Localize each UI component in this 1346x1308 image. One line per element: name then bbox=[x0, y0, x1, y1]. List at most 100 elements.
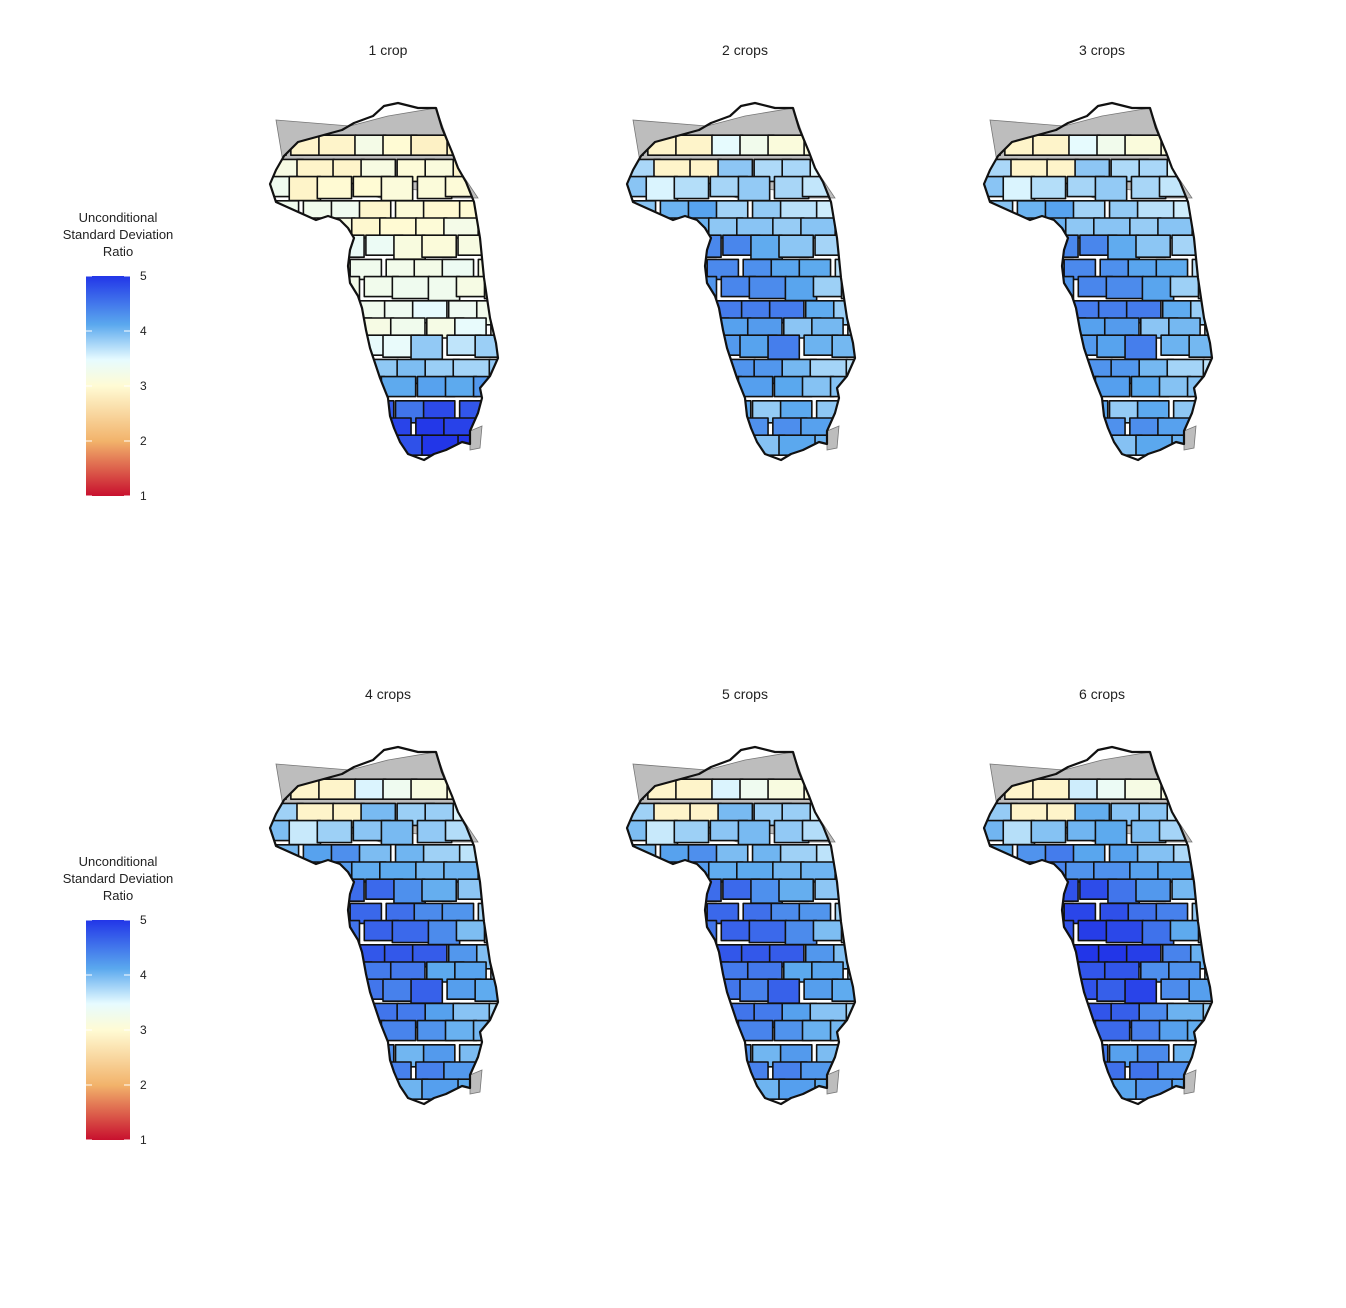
county bbox=[653, 358, 687, 385]
county bbox=[654, 317, 691, 339]
county bbox=[270, 978, 290, 1000]
county bbox=[299, 919, 339, 944]
county bbox=[645, 375, 682, 398]
county bbox=[687, 1043, 721, 1070]
county bbox=[288, 175, 322, 202]
county bbox=[689, 1002, 726, 1027]
county bbox=[628, 275, 665, 298]
county bbox=[984, 961, 1017, 983]
county bbox=[836, 417, 855, 443]
county bbox=[984, 417, 1012, 439]
county bbox=[270, 358, 307, 381]
county bbox=[270, 861, 295, 883]
county bbox=[1094, 175, 1128, 202]
map-panel: 5 crops bbox=[625, 686, 857, 1106]
county bbox=[365, 434, 398, 457]
county bbox=[801, 1019, 835, 1042]
county bbox=[332, 358, 369, 383]
county bbox=[657, 878, 691, 904]
county bbox=[843, 1043, 855, 1068]
county bbox=[1107, 878, 1140, 904]
county bbox=[1135, 234, 1172, 258]
county bbox=[1188, 978, 1212, 1002]
legend-tick-label: 2 bbox=[140, 1078, 147, 1092]
county bbox=[1188, 134, 1212, 157]
county bbox=[984, 317, 1017, 339]
county bbox=[627, 944, 652, 966]
county bbox=[427, 275, 461, 302]
county bbox=[393, 878, 426, 904]
county bbox=[675, 778, 714, 801]
county bbox=[984, 1043, 1017, 1066]
county bbox=[627, 1019, 651, 1042]
county bbox=[984, 375, 1008, 398]
county bbox=[1188, 778, 1212, 801]
county bbox=[1046, 1002, 1083, 1027]
county bbox=[302, 1043, 342, 1068]
county bbox=[1041, 919, 1075, 946]
county bbox=[318, 334, 351, 360]
county bbox=[1188, 334, 1212, 358]
county bbox=[270, 375, 294, 398]
panel-title: 6 crops bbox=[1079, 686, 1125, 702]
legend-tick-label: 3 bbox=[140, 1023, 147, 1037]
county bbox=[354, 778, 387, 801]
county bbox=[1171, 878, 1211, 900]
county bbox=[270, 434, 298, 457]
county bbox=[784, 919, 818, 946]
county bbox=[457, 234, 497, 256]
county bbox=[1193, 217, 1212, 241]
county bbox=[1202, 358, 1212, 385]
county bbox=[286, 1061, 320, 1087]
county bbox=[985, 275, 1022, 298]
county bbox=[291, 944, 325, 970]
county bbox=[829, 1019, 855, 1042]
illinois-map bbox=[625, 101, 857, 462]
county bbox=[836, 1061, 855, 1087]
county bbox=[1016, 1043, 1056, 1068]
county bbox=[421, 878, 458, 902]
county bbox=[1043, 878, 1079, 902]
county bbox=[1064, 1061, 1104, 1083]
county bbox=[984, 258, 1005, 281]
county bbox=[270, 878, 304, 900]
county bbox=[784, 275, 818, 302]
county bbox=[657, 1078, 694, 1101]
county bbox=[1200, 399, 1212, 424]
legend-title-line-3: Ratio bbox=[103, 888, 133, 903]
county bbox=[984, 1019, 1008, 1042]
county bbox=[999, 902, 1036, 925]
county bbox=[842, 234, 855, 260]
county bbox=[488, 1002, 498, 1029]
county bbox=[444, 1019, 478, 1042]
county bbox=[1204, 317, 1212, 339]
county bbox=[643, 1061, 677, 1087]
county bbox=[270, 1078, 298, 1101]
county bbox=[270, 258, 291, 281]
county bbox=[410, 134, 450, 157]
county bbox=[1010, 358, 1044, 385]
county bbox=[659, 399, 699, 424]
county bbox=[483, 919, 498, 944]
state-outline bbox=[982, 745, 1214, 1106]
county bbox=[1036, 417, 1073, 441]
county bbox=[1032, 134, 1071, 157]
county bbox=[1068, 778, 1101, 801]
county bbox=[627, 317, 660, 339]
county bbox=[1011, 961, 1048, 983]
county bbox=[1135, 878, 1172, 902]
county bbox=[767, 334, 801, 360]
county bbox=[318, 778, 357, 801]
county bbox=[479, 417, 498, 443]
county bbox=[1005, 300, 1039, 326]
panel-title: 5 crops bbox=[722, 686, 768, 702]
county bbox=[350, 1061, 390, 1083]
county bbox=[645, 175, 679, 202]
county bbox=[318, 134, 357, 157]
map-panel: 3 crops bbox=[982, 42, 1214, 462]
county bbox=[316, 819, 353, 844]
county bbox=[643, 217, 683, 241]
county bbox=[1202, 1002, 1212, 1029]
county bbox=[831, 978, 855, 1002]
county bbox=[984, 234, 1018, 256]
